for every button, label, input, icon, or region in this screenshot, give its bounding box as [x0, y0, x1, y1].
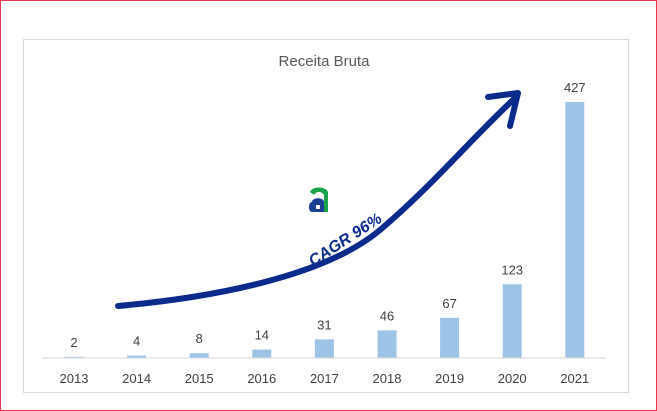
- data-label-2015: 8: [196, 331, 203, 346]
- data-label-2018: 46: [380, 308, 394, 323]
- x-tick-2019: 2019: [435, 371, 464, 386]
- data-label-2016: 14: [255, 328, 269, 343]
- bar-2018: [377, 330, 397, 358]
- chart-title: Receita Bruta: [279, 53, 371, 70]
- bar-2019: [440, 317, 460, 358]
- bar-2014: [127, 355, 147, 358]
- bar-2016: [252, 349, 272, 358]
- x-tick-labels: 2013 2014 2015 2016 2017 2018 2019 2020 2021: [60, 371, 590, 386]
- x-tick-2021: 2021: [560, 371, 589, 386]
- bar-2015: [189, 353, 209, 358]
- data-label-2013: 2: [70, 335, 77, 350]
- growth-arrowhead: [485, 90, 521, 129]
- growth-arrow: [115, 95, 518, 309]
- x-tick-2020: 2020: [498, 371, 527, 386]
- x-tick-2014: 2014: [122, 371, 151, 386]
- x-tick-2015: 2015: [185, 371, 214, 386]
- x-tick-2013: 2013: [60, 371, 89, 386]
- cagr-label: CAGR 96%: [306, 210, 385, 270]
- x-tick-2017: 2017: [310, 371, 339, 386]
- data-label-2020: 123: [501, 262, 523, 277]
- bars-layer: 2 4 8 14 31 46 67 123 427: [64, 80, 586, 358]
- company-logo-icon: [309, 187, 328, 212]
- data-label-2019: 67: [442, 296, 456, 311]
- data-label-2017: 31: [317, 317, 331, 332]
- bar-2017: [314, 339, 334, 358]
- plot-area: [23, 39, 629, 393]
- data-label-2021: 427: [564, 80, 586, 95]
- x-tick-2018: 2018: [373, 371, 402, 386]
- x-tick-2016: 2016: [247, 371, 276, 386]
- bar-2013: [64, 356, 84, 358]
- bar-2020: [502, 284, 522, 358]
- data-label-2014: 4: [133, 334, 140, 349]
- bar-2021: [565, 102, 585, 358]
